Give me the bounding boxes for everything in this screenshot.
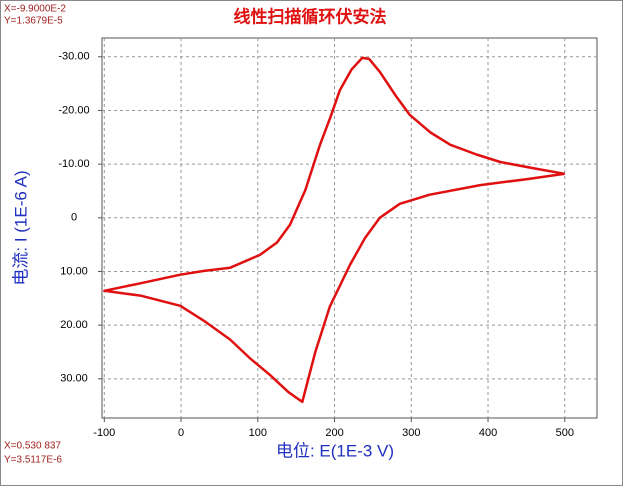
x-axis-label: 电位: E(1E-3 V)	[276, 441, 394, 460]
x-tick-label: 300	[402, 427, 420, 439]
plot-area	[101, 37, 598, 419]
y-tick-label: 10.00	[60, 265, 88, 277]
chart-title: 线性扫描循环伏安法	[234, 6, 387, 26]
x-tick-label: 400	[479, 427, 497, 439]
cv-curve	[103, 56, 566, 404]
cursor-x2: X=0.530 837	[4, 441, 61, 452]
y-tick-label: 20.00	[60, 319, 88, 331]
x-tick-label: 100	[249, 427, 267, 439]
x-tick-label: 500	[556, 427, 574, 439]
x-tick-label: 200	[325, 427, 343, 439]
y-axis-label: 电流: I (1E-6 A)	[11, 170, 30, 285]
x-tick-label: 0	[178, 427, 184, 439]
y-tick-label: -20.00	[58, 104, 89, 116]
y-tick-label: 30.00	[60, 373, 88, 385]
cursor-y: Y=1.3679E-5	[4, 16, 63, 27]
y-tick-label: -10.00	[58, 158, 89, 170]
y-tick-label: 0	[71, 212, 77, 224]
cursor-y2: Y=3.5117E-6	[4, 455, 62, 466]
x-tick-label: -100	[93, 427, 115, 439]
y-tick-label: -30.00	[58, 51, 89, 63]
cursor-x: X=-9.9000E-2	[4, 4, 66, 15]
